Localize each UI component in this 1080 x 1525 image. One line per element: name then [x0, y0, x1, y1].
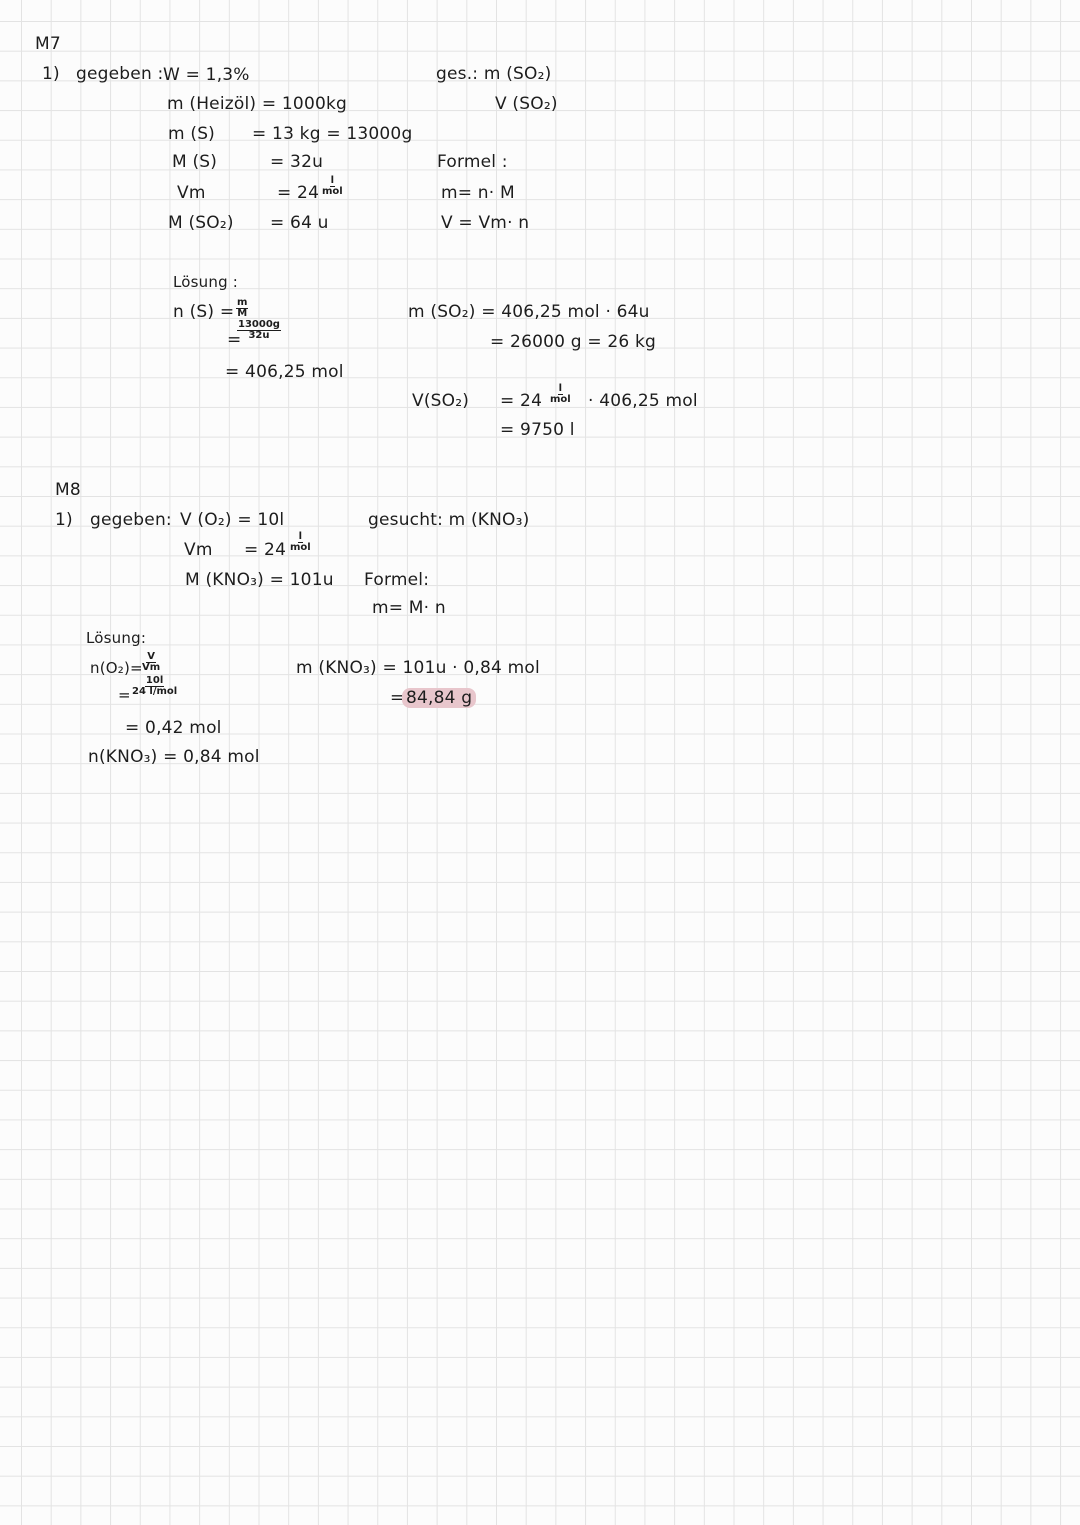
m8-given-vm-rhs: = 24: [244, 540, 287, 560]
m7-given-w: W = 1,3%: [163, 65, 250, 85]
m7-v-lhs: V(SO₂): [412, 391, 470, 411]
m8-vm-unit: l mol: [290, 531, 311, 553]
m8-given-vm-lhs: Vm: [184, 540, 213, 560]
m8-m-result: 84,84 g: [402, 688, 477, 708]
m7-m-line2: = 26000 g = 26 kg: [490, 332, 657, 352]
m7-m-line1: m (SO₂) = 406,25 mol · 64u: [408, 302, 650, 322]
m7-given-Ms-rhs: = 32u: [270, 152, 324, 172]
m8-given-mkno3: M (KNO₃) = 101u: [185, 570, 334, 590]
m8-n-step-fraction: 10l 24 l/mol: [132, 675, 178, 697]
m8-given-vo2: V (O₂) = 10l: [180, 510, 285, 530]
m7-wanted: ges.: m (SO₂): [436, 64, 552, 84]
m7-given-heizoel: m (Heizöl) = 1000kg: [167, 94, 348, 114]
m7-given-mso2-rhs: = 64 u: [270, 213, 329, 233]
m7-given-ms-rhs: = 13 kg = 13000g: [252, 124, 413, 144]
m7-given-mso2-lhs: M (SO₂): [168, 213, 234, 233]
m8-n-lhs: n(O₂)=: [90, 659, 143, 677]
m8-solution-label: Lösung:: [86, 629, 147, 647]
m8-heading: M8: [55, 480, 81, 500]
m8-m-line1: m (KNO₃) = 101u · 0,84 mol: [296, 658, 540, 678]
m8-n-step-eq: =: [118, 686, 131, 704]
m8-task-number: 1): [55, 510, 73, 530]
m7-v-unit: l mol: [550, 383, 571, 405]
m7-formula-2: V = Vm· n: [441, 213, 530, 233]
m7-given-vm-lhs: Vm: [177, 183, 206, 203]
m7-given-vm-rhs: = 24: [277, 183, 320, 203]
m8-wanted: gesucht: m (KNO₃): [368, 510, 530, 530]
m7-given-label: gegeben :: [76, 64, 164, 84]
m8-formula-label: Formel:: [364, 570, 430, 590]
m7-n-result: = 406,25 mol: [225, 362, 344, 382]
m7-given-Ms-lhs: M (S): [172, 152, 218, 172]
m7-n-step-fraction: 13000g 32u: [237, 319, 281, 341]
m7-formula-label: Formel :: [437, 152, 508, 172]
m7-v-result: = 9750 l: [500, 420, 575, 440]
m7-formula-1: m= n· M: [441, 183, 515, 203]
m7-given-ms-lhs: m (S): [168, 124, 216, 144]
m7-n-step-eq: =: [227, 330, 242, 350]
m7-wanted-v: V (SO₂): [495, 94, 558, 114]
m7-vm-unit: l mol: [322, 175, 343, 197]
m8-given-label: gegeben:: [90, 510, 172, 530]
m7-v-rest: · 406,25 mol: [588, 391, 698, 411]
m7-n-lhs: n (S) =: [173, 302, 235, 322]
m8-formula: m= M· n: [372, 598, 446, 618]
m8-n-fraction: V Vm: [142, 651, 161, 673]
m8-n-result: = 0,42 mol: [125, 718, 222, 738]
m7-solution-label: Lösung :: [173, 273, 239, 291]
m7-heading: M7: [35, 34, 61, 54]
m8-n-kno3: n(KNO₃) = 0,84 mol: [88, 747, 260, 767]
m8-m-eq: =: [390, 688, 405, 708]
m8-m-result-highlight: 84,84 g: [402, 688, 477, 708]
m7-task-number: 1): [42, 64, 60, 84]
m7-v-eq: = 24: [500, 391, 543, 411]
